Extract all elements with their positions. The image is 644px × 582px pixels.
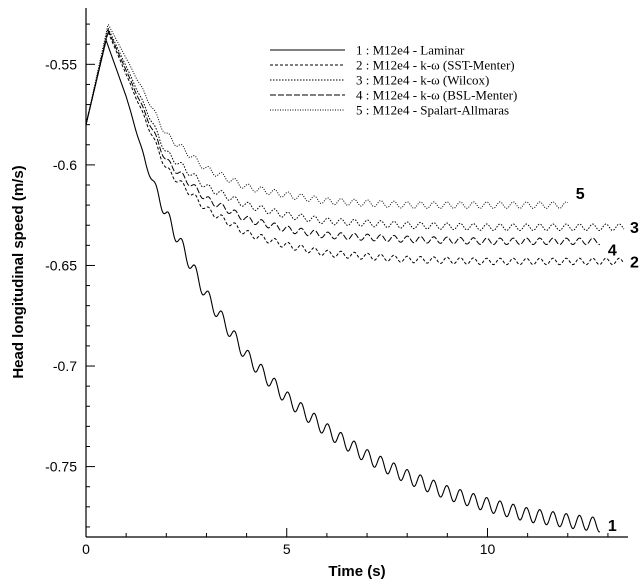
- x-axis-title: Time (s): [328, 563, 385, 580]
- legend-label-4: 4 : M12e4 - k-ω (BSL-Menter): [356, 88, 517, 103]
- series-tag-2: 2: [630, 254, 639, 271]
- y-tick-label: -0.6: [53, 157, 77, 173]
- series-tag-5: 5: [576, 186, 585, 203]
- series-tag-1: 1: [608, 518, 617, 535]
- legend-label-2: 2 : M12e4 - k-ω (SST-Menter): [356, 58, 515, 73]
- series-line-4: [85, 29, 600, 246]
- y-tick-label: -0.65: [45, 257, 77, 273]
- plot-frame: [85, 8, 628, 538]
- x-ticks: 0 5 10: [82, 528, 609, 557]
- legend-label-5: 5 : M12e4 - Spalart-Allmaras: [356, 103, 509, 118]
- x-tick-label: 0: [82, 541, 90, 557]
- series-layer: [85, 24, 625, 533]
- y-tick-label: -0.55: [45, 56, 77, 72]
- y-axis-title: Head longitudinal speed (m/s): [10, 165, 27, 378]
- series-line-3: [85, 26, 625, 231]
- series-tag-4: 4: [608, 242, 617, 259]
- y-ticks: -0.55 -0.6 -0.65 -0.7 -0.75: [45, 23, 95, 528]
- x-tick-label: 10: [480, 541, 496, 557]
- legend-label-1: 1 : M12e4 - Laminar: [356, 43, 465, 58]
- y-tick-label: -0.7: [53, 358, 77, 374]
- series-tag-3: 3: [630, 220, 639, 237]
- series-line-2: [85, 30, 625, 266]
- series-tags: 1 2 34 5: [576, 186, 639, 535]
- x-tick-label: 5: [283, 541, 291, 557]
- y-tick-label: -0.75: [45, 459, 77, 475]
- legend-label-3: 3 : M12e4 - k-ω (Wilcox): [356, 73, 489, 88]
- series-line-1: [85, 39, 601, 533]
